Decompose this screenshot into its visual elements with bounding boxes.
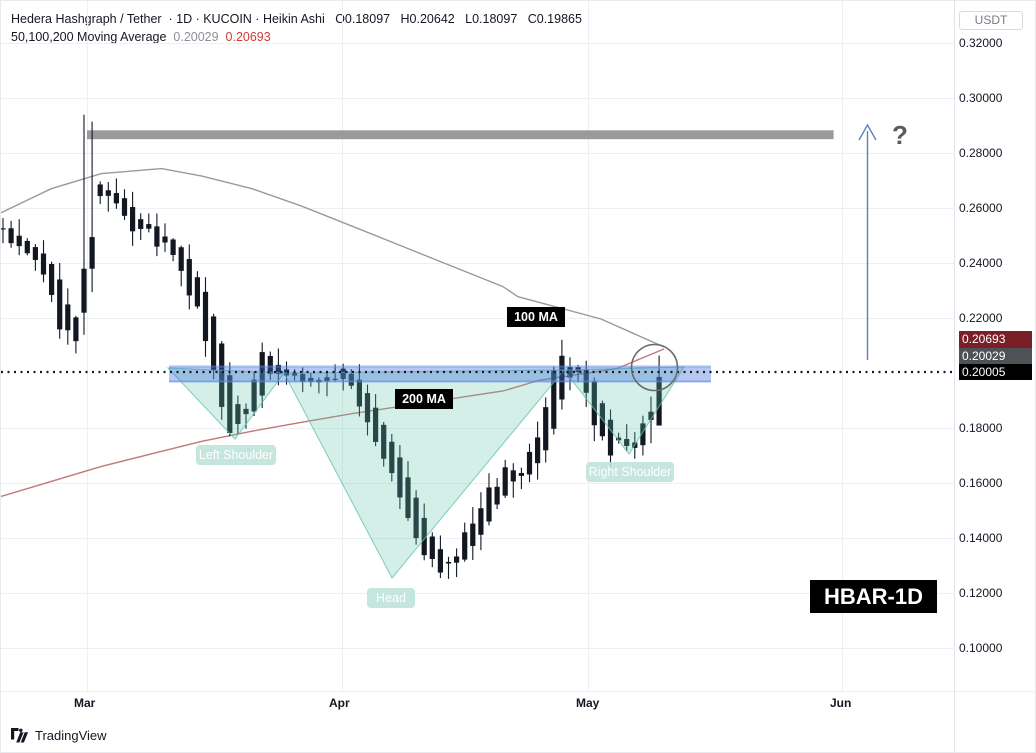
svg-text:HBAR-1D: HBAR-1D (824, 584, 923, 609)
svg-text:Left Shoulder: Left Shoulder (199, 448, 273, 462)
svg-text:100 MA: 100 MA (514, 310, 558, 324)
svg-text:?: ? (892, 120, 908, 150)
svg-text:Head: Head (376, 591, 406, 605)
svg-text:Right Shoulder: Right Shoulder (589, 465, 672, 479)
svg-text:200 MA: 200 MA (402, 392, 446, 406)
